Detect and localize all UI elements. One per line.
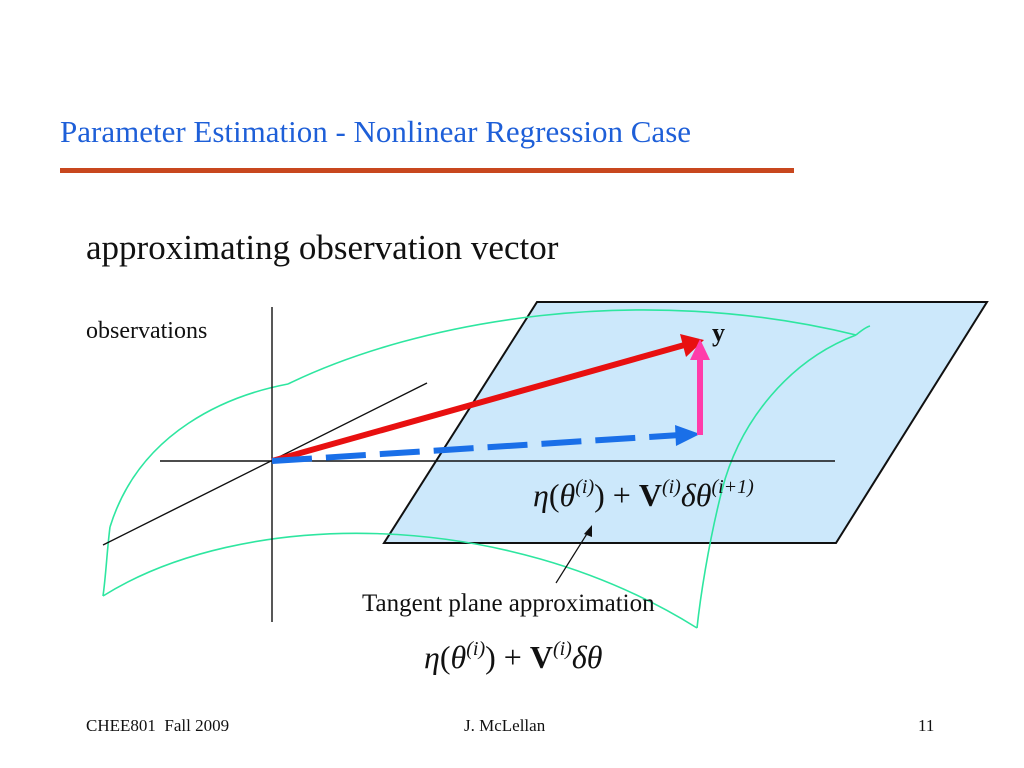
title-underline (60, 168, 794, 173)
approximation-vector-arrowhead (675, 425, 700, 446)
observation-vector-arrowhead (680, 334, 704, 357)
eq1-theta: θ (559, 477, 576, 513)
eq1-delta-theta: δθ (680, 477, 712, 513)
eq1-eta: η (533, 477, 549, 513)
eq2-eta: η (424, 639, 440, 675)
observation-vector-arrow (271, 341, 689, 464)
eq2-plus: + (503, 639, 522, 675)
y-vector-label: y (712, 318, 725, 347)
eq1-sup-theta: (i) (575, 476, 595, 498)
eq2-lparen: ( (439, 639, 451, 675)
residual-vector-arrowhead (690, 339, 710, 360)
eq1-sup-delta: (i+1) (711, 476, 754, 498)
eq1-V: V (638, 477, 662, 513)
footer-course: CHEE801 Fall 2009 (86, 716, 230, 735)
eq1-rparen: ) (594, 477, 605, 513)
eq2-rparen: ) (485, 639, 496, 675)
eq1-sup-V: (i) (661, 476, 681, 498)
footer-author: J. McLellan (464, 716, 546, 735)
plane-equation: η(θ(i)) + V(i)δθ(i+1) (533, 476, 754, 514)
tangent-plane-label: Tangent plane approximation (362, 590, 655, 617)
eq1-plus: + (612, 477, 631, 513)
tangent-pointer-arrowhead (584, 525, 592, 537)
eq2-sup-theta: (i) (466, 638, 486, 660)
tangent-pointer-line (555, 528, 591, 584)
eq2-delta-theta: δθ (571, 639, 603, 675)
observations-label: observations (86, 318, 208, 344)
approximation-vector-dashed (271, 432, 681, 464)
footer-page-number: 11 (918, 716, 935, 735)
slide-subtitle: approximating observation vector (86, 228, 559, 267)
eq1-lparen: ( (548, 477, 560, 513)
tangent-equation: η(θ(i)) + V(i)δθ (424, 638, 602, 676)
tangent-plane (382, 301, 989, 544)
expectation-surface (102, 309, 871, 629)
slide-title: Parameter Estimation - Nonlinear Regress… (60, 114, 692, 149)
eq2-sup-V: (i) (552, 638, 572, 660)
eq2-theta: θ (450, 639, 467, 675)
eq2-V: V (529, 639, 553, 675)
